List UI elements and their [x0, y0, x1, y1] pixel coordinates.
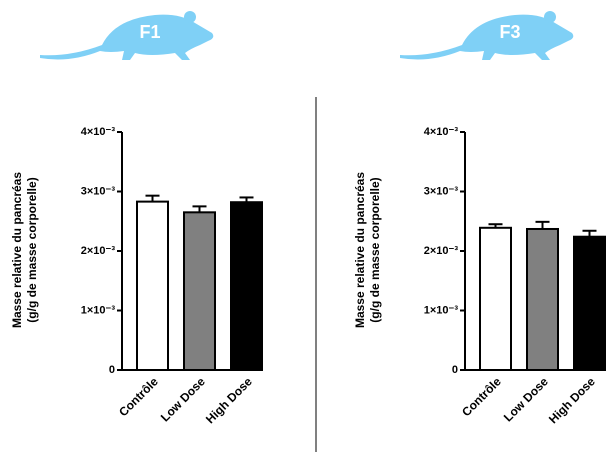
y-axis-label: (g/g de masse corporelle) — [368, 177, 382, 322]
x-tick-label: Low Dose — [501, 374, 551, 424]
bar — [479, 226, 512, 371]
chart-title: F1 — [139, 22, 160, 42]
y-tick-label: 2×10⁻³ — [424, 245, 459, 257]
y-axis-label: Masse relative du pancréas — [10, 172, 24, 328]
bar — [230, 201, 263, 371]
y-tick-label: 3×10⁻³ — [81, 185, 116, 197]
y-tick-label: 4×10⁻³ — [81, 126, 116, 138]
y-tick-label: 0 — [452, 364, 458, 376]
y-tick-label: 1×10⁻³ — [424, 304, 459, 316]
y-tick-label: 2×10⁻³ — [81, 245, 116, 257]
x-tick-label: High Dose — [203, 374, 255, 426]
bar — [573, 235, 606, 371]
y-tick-label: 4×10⁻³ — [424, 126, 459, 138]
y-tick-label: 1×10⁻³ — [81, 304, 116, 316]
x-tick-label: Contrôle — [459, 374, 504, 419]
bar — [136, 200, 169, 371]
x-tick-label: High Dose — [546, 374, 598, 426]
bar — [183, 211, 216, 371]
chart-title: F3 — [499, 22, 520, 42]
y-tick-label: 3×10⁻³ — [424, 185, 459, 197]
y-axis-label: (g/g de masse corporelle) — [25, 177, 39, 322]
rat-icon — [40, 11, 214, 60]
rat-icon — [400, 11, 574, 60]
y-axis-label: Masse relative du pancréas — [353, 172, 367, 328]
bar — [526, 227, 559, 371]
x-tick-label: Low Dose — [158, 374, 208, 424]
y-tick-label: 0 — [109, 364, 115, 376]
x-tick-label: Contrôle — [116, 374, 161, 419]
